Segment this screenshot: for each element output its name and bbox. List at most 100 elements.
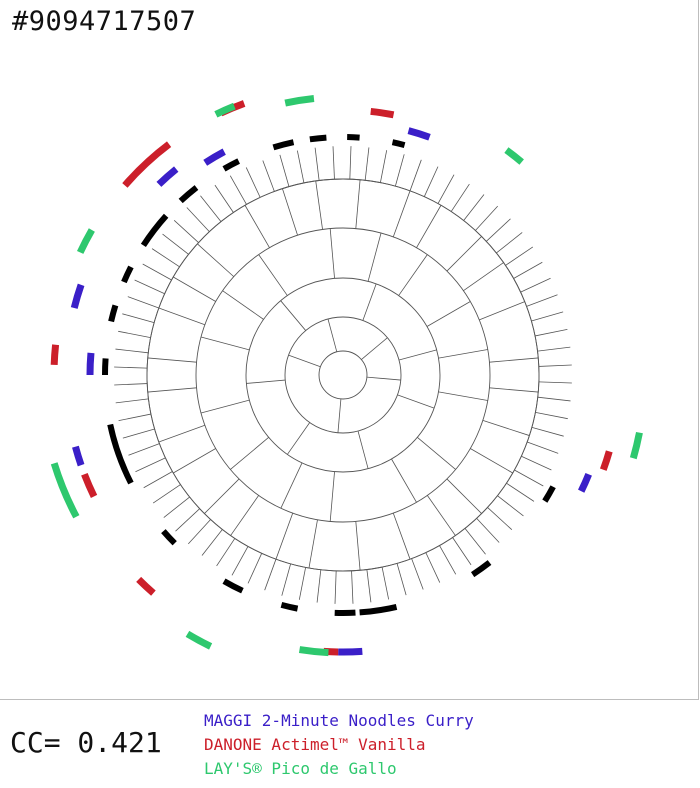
internal-branch [288, 354, 321, 368]
leaf-branch [366, 569, 372, 603]
leaf-branch [452, 537, 472, 566]
internal-branch [361, 337, 388, 360]
black-ring-mark [140, 213, 169, 248]
internal-branch [337, 398, 342, 433]
black-ring-mark [359, 603, 398, 616]
internal-branch [362, 283, 377, 321]
leaf-branch [423, 166, 439, 197]
leaf-branch [135, 457, 166, 473]
color-track-mark [81, 473, 98, 498]
leaf-branch [531, 311, 564, 322]
black-ring-mark [470, 560, 492, 578]
color-track-mark [629, 431, 643, 460]
leaf-branch [526, 294, 558, 307]
internal-branch [204, 478, 240, 514]
leaf-branch [496, 232, 523, 254]
leaf-branch [128, 443, 160, 456]
leaf-branch [396, 563, 407, 596]
black-ring-mark [108, 304, 119, 323]
leaf-branch [175, 508, 200, 532]
internal-branch [479, 301, 525, 321]
internal-branch [244, 205, 270, 248]
leaf-branch [281, 563, 292, 596]
color-track-mark [214, 102, 236, 118]
leaf-branch [439, 545, 457, 575]
leaf-branch [314, 147, 320, 181]
internal-branch [489, 357, 539, 363]
leaf-branch [538, 381, 572, 384]
internal-branch [329, 228, 335, 279]
internal-branch [482, 420, 530, 436]
internal-branch [327, 318, 338, 352]
leaf-branch [486, 218, 511, 242]
legend-item-maggi: MAGGI 2-Minute Noodles Curry [204, 711, 474, 730]
internal-branch [280, 300, 307, 331]
leaf-branch [262, 160, 275, 192]
color-track-mark [50, 462, 80, 519]
internal-branch [426, 301, 471, 327]
leaf-branch [364, 147, 370, 181]
black-ring-mark [272, 139, 295, 151]
figure-footer: CC= 0.421 MAGGI 2-Minute Noodles Curry D… [0, 700, 700, 788]
legend-item-lays: LAY'S® Pico de Gallo [204, 759, 397, 778]
leaf-branch [497, 495, 524, 517]
internal-branch [366, 376, 401, 381]
leaf-base-ring [146, 178, 540, 572]
leaf-branch [450, 183, 470, 212]
internal-branch [329, 471, 335, 522]
leaf-branch [216, 538, 236, 567]
color-track-mark [600, 450, 613, 471]
leaf-branch [245, 167, 261, 198]
leaf-branch [351, 570, 354, 604]
internal-branch [392, 512, 411, 560]
legend-item-danone: DANONE Actimel™ Vanilla [204, 735, 426, 754]
leaf-branch [380, 150, 388, 183]
internal-branch [470, 448, 513, 474]
leaf-branch [118, 330, 151, 338]
black-ring-mark [178, 185, 199, 204]
leaf-branch [521, 455, 552, 471]
leaf-branch [264, 559, 277, 591]
color-track-mark [284, 95, 315, 107]
leaf-branch [162, 233, 189, 255]
leaf-branch [200, 195, 222, 222]
internal-branch [200, 336, 250, 351]
leaf-branch [520, 277, 551, 293]
leaf-branch [537, 396, 571, 402]
leaf-branch [279, 154, 290, 187]
tree-ring-3 [195, 227, 491, 523]
tree-ring-2 [245, 277, 441, 473]
leaf-branch [151, 248, 180, 268]
leaf-branch [115, 348, 149, 354]
internal-branch [416, 205, 442, 248]
leaf-branch [475, 205, 499, 231]
color-track-mark [70, 283, 85, 309]
color-track-mark [122, 141, 172, 188]
internal-branch [173, 276, 216, 302]
leaf-branch [538, 364, 572, 367]
leaf-branch [476, 518, 500, 543]
leaf-branch [186, 207, 210, 232]
black-ring-mark [280, 601, 299, 612]
leaf-branch [437, 174, 455, 204]
color-track-mark [136, 576, 156, 596]
leaf-branch [535, 412, 568, 420]
leaf-branch [134, 279, 165, 295]
internal-branch [275, 512, 294, 560]
color-track-mark [298, 646, 329, 657]
black-ring-mark [222, 158, 240, 172]
leaf-branch [173, 219, 199, 243]
leaf-branch [534, 328, 568, 337]
leaf-branch [142, 263, 172, 281]
internal-branch [463, 262, 504, 292]
internal-branch [417, 437, 456, 470]
black-ring-mark [391, 139, 406, 149]
leaf-branch [201, 529, 223, 556]
internal-branch [308, 519, 318, 569]
internal-branch [147, 357, 197, 363]
color-track-mark [185, 630, 213, 650]
color-track-mark [370, 107, 395, 119]
color-track-mark [76, 228, 95, 254]
color-track-mark [50, 344, 60, 366]
leaf-branch [381, 566, 390, 600]
